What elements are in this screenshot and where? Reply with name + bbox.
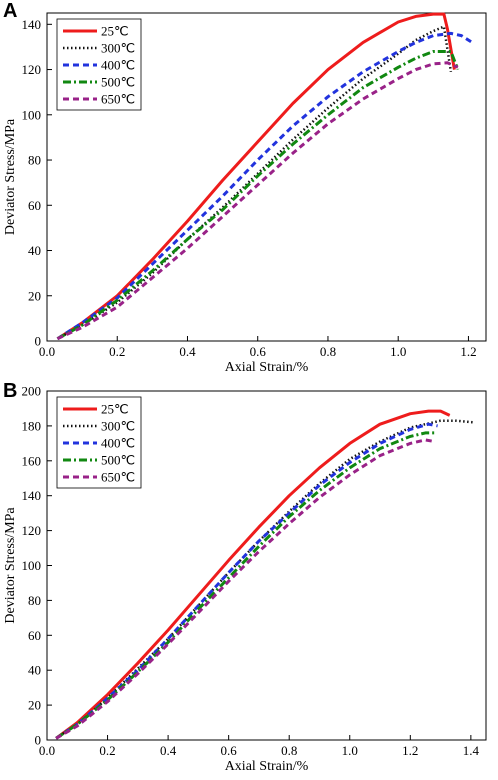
series-line-3 [56,50,460,341]
plot-frame [46,12,487,342]
y-tick-label: 100 [22,558,42,573]
y-axis-title: Deviator Stress/MPa [3,507,18,624]
legend-label: 400℃ [101,436,135,451]
y-tick-label: 200 [22,384,42,399]
y-tick-label: 40 [28,243,41,258]
chart-panel-a: A 0 20 40 60 80 100 120 140 0.0 0.2 0.4 0.6 0.8 1.0 1.… [0,0,498,380]
x-tick-label: 0.2 [109,344,125,359]
y-tick-label: 20 [28,288,41,303]
x-tick-label: 1.4 [463,743,480,758]
x-tick-label: 1.0 [390,344,406,359]
x-tick-label: 0.6 [221,743,238,758]
x-tick-label: 0.6 [250,344,267,359]
series-line-2 [56,31,473,340]
y-tick-label: 120 [22,523,42,538]
x-tick-label: 1.2 [460,344,476,359]
legend-box [56,396,142,489]
x-tick-label: 0.0 [39,743,55,758]
y-tick-label: 80 [28,593,41,608]
series-line-4 [55,438,435,740]
series-line-0 [56,12,456,340]
x-tick-label: 0.4 [160,743,177,758]
legend-box [56,18,142,111]
x-tick-label: 0.2 [99,743,115,758]
legend-label: 500℃ [101,453,135,468]
x-tick-label: 0.8 [281,743,297,758]
y-axis-title: Deviator Stress/MPa [3,118,18,235]
legend-label: 300℃ [101,419,135,434]
y-tick-label: 40 [28,663,41,678]
panel-label-b: B [3,380,18,402]
series-line-4 [56,61,459,341]
legend-label: 300℃ [101,41,135,56]
y-tick-label: 80 [28,153,41,168]
y-tick-label: 100 [22,107,42,122]
y-tick-label: 160 [22,453,42,468]
x-axis-title: Axial Strain/% [225,759,309,774]
x-tick-label: 0.8 [320,344,336,359]
y-tick-label: 140 [22,488,42,503]
chart-panel-b: B 0 20 40 60 80 100 120 140 160 180 200 0.0 0.2 0.4 0.… [0,380,498,780]
legend-label: 25℃ [101,402,129,417]
x-tick-label: 1.0 [342,743,358,758]
legend-label: 25℃ [101,24,129,39]
legend-label: 400℃ [101,58,135,73]
series-line-1 [56,25,453,340]
y-tick-label: 120 [22,62,42,77]
y-tick-label: 60 [28,628,41,643]
chart-b-svg: 0 20 40 60 80 100 120 140 160 180 200 0.0 0.2 0.4 0.6 0… [3,384,487,774]
y-tick-label: 20 [28,698,41,713]
legend-label: 650℃ [101,470,135,485]
series-line-2 [55,422,438,740]
x-tick-label: 0.0 [39,344,55,359]
x-axis-title: Axial Strain/% [225,360,309,375]
legend-label: 500℃ [101,75,135,90]
y-tick-label: 0 [35,334,42,349]
panel-label-a: A [3,0,18,22]
y-tick-label: 0 [35,733,42,748]
x-tick-label: 1.2 [402,743,418,758]
chart-a-svg: 0 20 40 60 80 100 120 140 0.0 0.2 0.4 0.6 0.8 1.0 1.2 A… [3,12,487,375]
series-line-0 [55,409,451,740]
legend-label: 650℃ [101,92,135,107]
series-line-3 [55,431,435,740]
y-tick-label: 180 [22,418,42,433]
x-tick-label: 0.4 [179,344,196,359]
y-tick-label: 140 [22,17,42,32]
y-tick-label: 60 [28,198,41,213]
